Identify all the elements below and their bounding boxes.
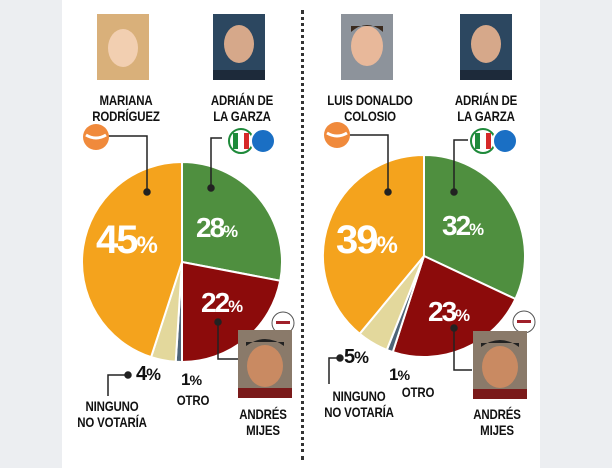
pie-chart-right bbox=[322, 153, 526, 358]
candidate-name-luis-donaldo-colosio: LUIS DONALDO COLOSIO bbox=[327, 92, 413, 124]
movimiento-ciudadano-logo-left bbox=[83, 124, 109, 150]
candidate-name-adrian-de-la-garza-right: ADRIÁN DE LA GARZA bbox=[454, 92, 518, 124]
pie-slice-0 bbox=[181, 160, 283, 282]
label-otro-right: OTRO bbox=[401, 384, 435, 400]
pct-label-otro: 1% bbox=[181, 370, 202, 389]
pct-label-red-right: 23% bbox=[428, 296, 470, 327]
pie-slice-4 bbox=[322, 153, 425, 336]
pie-slice-0 bbox=[423, 153, 526, 301]
candidate-name-adrian-de-la-garza: ADRIÁN DE LA GARZA bbox=[210, 92, 274, 124]
candidate-name-andres-mijes: ANDRÉS MIJES bbox=[239, 406, 287, 438]
morena-logo-left bbox=[271, 311, 295, 335]
pct-label-ninguno-right: 5% bbox=[344, 346, 369, 368]
pct-label-red: 22% bbox=[201, 287, 243, 318]
photo-mariana-rodriguez bbox=[97, 14, 149, 80]
morena-logo-right bbox=[512, 310, 536, 334]
movimiento-ciudadano-logo-right bbox=[324, 122, 350, 148]
pri-pan-logo-right bbox=[470, 128, 518, 154]
photo-andres-mijes-left bbox=[238, 330, 292, 398]
label-ninguno-no-votaria: NINGUNO NO VOTARÍA bbox=[77, 398, 147, 430]
pct-label-ninguno: 4% bbox=[136, 363, 161, 385]
photo-luis-donaldo-colosio bbox=[341, 14, 393, 80]
pct-label-green-right: 32% bbox=[442, 210, 484, 241]
label-otro: OTRO bbox=[176, 392, 210, 408]
candidate-name-mariana-rodriguez: MARIANA RODRÍGUEZ bbox=[92, 92, 160, 124]
leader-lines bbox=[107, 134, 472, 396]
pie-chart-left bbox=[81, 160, 283, 364]
pct-label-green: 28% bbox=[196, 212, 238, 243]
pct-label-orange-right: 39% bbox=[336, 218, 398, 262]
candidate-name-andres-mijes-right: ANDRÉS MIJES bbox=[473, 406, 521, 438]
photo-adrian-de-la-garza-right bbox=[460, 14, 512, 80]
pct-label-orange: 45% bbox=[96, 218, 158, 262]
pri-pan-logo-left bbox=[228, 128, 276, 154]
divider bbox=[301, 10, 304, 460]
label-ninguno-no-votaria-right: NINGUNO NO VOTARÍA bbox=[324, 388, 394, 420]
photo-andres-mijes-right bbox=[473, 331, 527, 399]
pct-label-otro-right: 1% bbox=[389, 365, 410, 384]
photo-adrian-de-la-garza-left bbox=[213, 14, 265, 80]
